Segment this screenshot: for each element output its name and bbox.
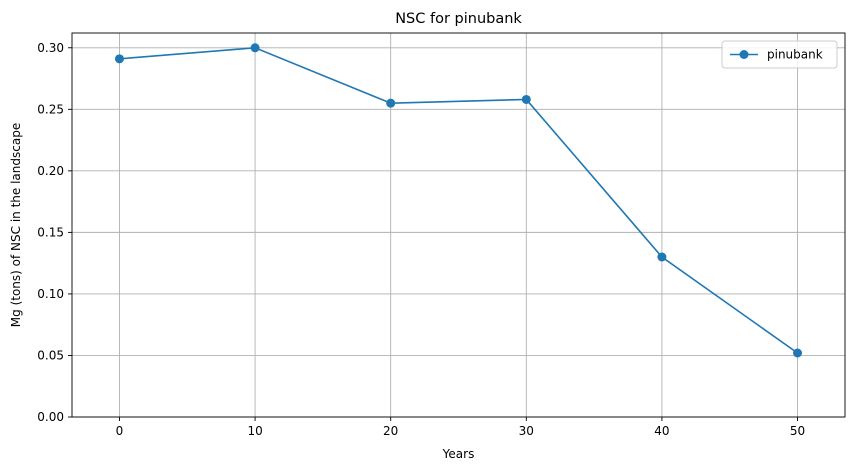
legend-box: [721, 40, 838, 69]
grid: [72, 33, 845, 418]
legend-marker: [739, 50, 749, 59]
data-point: [250, 43, 260, 53]
data-point: [386, 98, 396, 108]
chart-title: NSC for pinubank: [395, 11, 522, 27]
x-tick-label: 40: [654, 424, 669, 438]
plot-frame: [71, 32, 846, 418]
series-layer: [114, 43, 803, 358]
data-point: [793, 348, 803, 358]
x-tick-label: 20: [383, 424, 398, 438]
x-tick-label: 0: [116, 424, 124, 438]
series-line: [119, 46, 798, 354]
x-tick-label: 30: [519, 424, 534, 438]
legend-label: pinubank: [767, 48, 823, 62]
ticks: 0 10 20 30 40 50 0.00 0.05 0.10 0.15 0.20 0.25 0.30: [37, 41, 805, 438]
y-tick-label: 0.20: [37, 164, 64, 178]
y-tick-label: 0.25: [37, 102, 64, 116]
y-tick-label: 0.05: [37, 348, 64, 362]
data-point: [114, 54, 124, 64]
x-tick-label: 50: [790, 424, 805, 438]
y-axis-label: Mg (tons) of NSC in the landscape: [9, 123, 23, 327]
legend: pinubank: [721, 40, 838, 69]
x-axis-label: Years: [442, 447, 475, 461]
y-tick-label: 0.10: [37, 287, 64, 301]
data-point: [657, 252, 667, 262]
data-point: [521, 94, 531, 104]
y-tick-label: 0.15: [37, 225, 64, 239]
y-tick-label: 0.00: [37, 410, 64, 424]
x-tick-label: 10: [247, 424, 262, 438]
y-tick-label: 0.30: [37, 41, 64, 55]
